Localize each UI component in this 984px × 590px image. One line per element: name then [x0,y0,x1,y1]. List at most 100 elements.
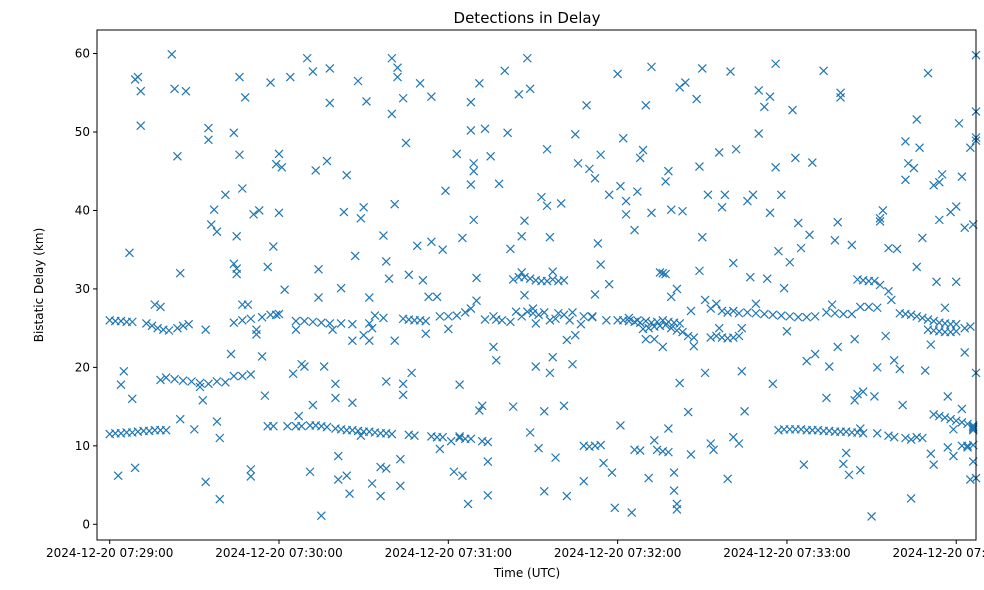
data-point [314,293,323,302]
data-point [751,308,761,318]
data-point [466,304,476,313]
y-tick-label: 40 [75,203,90,217]
data-point [415,78,425,88]
data-point [539,308,549,317]
data-point [675,378,685,388]
data-point [517,231,527,241]
data-point [855,465,865,475]
data-point [706,439,716,448]
data-point [898,400,908,410]
data-point [472,273,481,283]
data-point [810,349,820,359]
data-point [686,450,696,459]
data-point [229,318,239,328]
data-point [435,311,445,321]
data-point [926,449,936,459]
data-point [401,138,411,148]
data-point [624,313,634,323]
data-point [381,257,391,266]
data-point [570,330,580,340]
data-point [759,309,769,319]
data-point [915,143,924,153]
data-point [316,511,326,521]
data-point [565,315,575,325]
data-point [390,336,400,346]
data-point [130,463,140,473]
data-point [477,401,487,411]
data-point [872,303,882,313]
data-point [647,208,656,218]
data-point [232,269,242,279]
data-point [333,451,343,461]
data-point [449,467,459,477]
data-point [141,319,151,328]
y-tick-label: 30 [75,282,90,296]
data-point [517,311,527,321]
data-point [771,59,781,69]
data-point [525,428,535,437]
data-point [356,213,366,223]
data-point [836,88,845,98]
data-point [669,468,679,477]
data-point [632,315,642,325]
data-point [215,433,225,443]
data-point [246,464,256,474]
data-point [407,368,417,378]
data-point [562,335,572,345]
data-point [528,308,538,318]
data-point [774,246,783,256]
data-point [508,275,518,284]
data-point [522,307,532,317]
data-point [917,433,927,443]
data-point [700,368,710,378]
data-point [480,315,490,324]
data-point [579,311,589,321]
data-point [951,319,961,329]
data-point [697,64,707,73]
data-point [466,434,476,444]
data-point [212,227,222,237]
data-point [864,302,874,312]
data-point [308,317,318,327]
data-point [951,326,961,336]
data-point [505,317,515,327]
data-point [466,126,476,135]
data-point [802,356,812,366]
data-point [387,53,397,63]
data-point [949,424,958,434]
data-point [740,406,750,416]
data-point [584,164,594,174]
data-point [455,432,465,441]
data-point [299,316,309,326]
data-point [745,272,755,282]
data-point [965,143,975,153]
data-point [889,355,899,365]
data-point [500,66,510,76]
data-point [652,445,662,455]
data-point [686,306,696,316]
data-point [731,144,741,154]
data-point [370,311,380,321]
data-point [906,493,916,503]
data-point [661,177,671,186]
data-point [706,333,716,342]
data-point [331,379,340,389]
data-point [706,304,716,313]
data-point [675,319,685,328]
data-point [237,315,247,325]
data-point [641,334,651,344]
data-point [788,105,798,115]
data-point [367,479,377,488]
data-point [319,362,329,372]
data-point [156,302,165,312]
data-point [901,433,910,443]
data-point [630,225,639,235]
data-point [666,205,676,215]
data-point [590,289,600,299]
data-point [932,277,941,287]
data-point [393,72,402,82]
data-point [291,316,301,326]
data-point [333,475,343,485]
data-point [855,302,865,312]
